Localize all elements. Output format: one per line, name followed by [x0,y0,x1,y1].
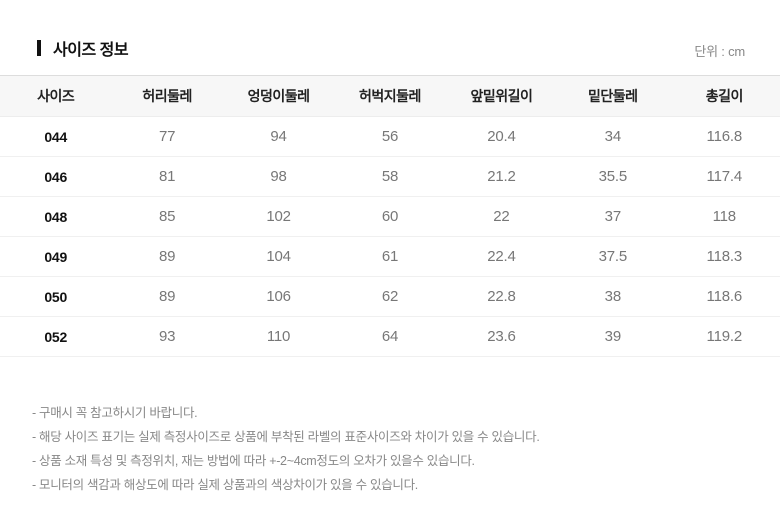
measurement-cell: 94 [222,116,335,157]
page-title: 사이즈 정보 [53,42,129,59]
measurement-cell: 61 [334,236,446,277]
measurement-cell: 118.3 [668,236,780,277]
measurement-cell: 106 [222,276,335,317]
unit-label: 단위 : cm [694,44,745,59]
measurement-cell: 37.5 [557,236,669,277]
measurement-cell: 23.6 [445,316,558,357]
size-cell: 048 [0,196,112,237]
measurement-cell: 22 [445,196,558,237]
title-accent-bar-icon [37,40,41,56]
size-table-head: 사이즈 허리둘레 엉덩이둘레 허벅지둘레 앞밑위길이 밑단둘레 총길이 [0,75,780,117]
measurement-cell: 102 [222,196,335,237]
column-header: 앞밑위길이 [445,75,558,117]
column-header: 총길이 [668,75,780,117]
notes-section: - 구매시 꼭 참고하시기 바랍니다. - 해당 사이즈 표기는 실제 측정사이… [0,401,780,497]
table-row: 050 89 106 62 22.8 38 118.6 [0,276,780,317]
measurement-cell: 104 [222,236,335,277]
table-row: 049 89 104 61 22.4 37.5 118.3 [0,236,780,277]
measurement-cell: 89 [111,236,223,277]
table-row: 048 85 102 60 22 37 118 [0,196,780,237]
note-line: - 해당 사이즈 표기는 실제 측정사이즈로 상품에 부착된 라벨의 표준사이즈… [32,430,540,444]
measurement-cell: 89 [111,276,223,317]
measurement-cell: 118 [668,196,780,237]
measurement-cell: 118.6 [668,276,780,317]
measurement-cell: 116.8 [668,116,780,157]
table-header-row: 사이즈 허리둘레 엉덩이둘레 허벅지둘레 앞밑위길이 밑단둘레 총길이 [0,75,780,117]
measurement-cell: 77 [111,116,223,157]
measurement-cell: 37 [557,196,669,237]
measurement-cell: 22.8 [445,276,558,317]
measurement-cell: 117.4 [668,156,780,197]
measurement-cell: 93 [111,316,223,357]
column-header: 허벅지둘레 [334,75,446,117]
note-line: - 모니터의 색감과 해상도에 따라 실제 상품과의 색상차이가 있을 수 있습… [32,478,418,492]
measurement-cell: 64 [334,316,446,357]
column-header: 허리둘레 [111,75,223,117]
table-row: 044 77 94 56 20.4 34 116.8 [0,116,780,157]
size-cell: 044 [0,116,112,157]
measurement-cell: 22.4 [445,236,558,277]
measurement-cell: 110 [222,316,335,357]
column-header: 사이즈 [0,75,112,117]
size-table-body: 044 77 94 56 20.4 34 116.8 046 81 98 58 21.2 35.5 117… [0,116,780,357]
column-header: 밑단둘레 [557,75,669,117]
measurement-cell: 35.5 [557,156,669,197]
table-row: 052 93 110 64 23.6 39 119.2 [0,316,780,357]
measurement-cell: 56 [334,116,446,157]
measurement-cell: 21.2 [445,156,558,197]
measurement-cell: 58 [334,156,446,197]
section-header: 사이즈 정보 단위 : cm [0,0,780,75]
title-wrap: 사이즈 정보 [37,36,129,60]
measurement-cell: 20.4 [445,116,558,157]
size-cell: 052 [0,316,112,357]
size-cell: 046 [0,156,112,197]
column-header: 엉덩이둘레 [222,75,335,117]
measurement-cell: 60 [334,196,446,237]
measurement-cell: 81 [111,156,223,197]
note-line: - 구매시 꼭 참고하시기 바랍니다. [32,406,198,420]
measurement-cell: 62 [334,276,446,317]
measurement-cell: 39 [557,316,669,357]
size-cell: 050 [0,276,112,317]
size-table: 사이즈 허리둘레 엉덩이둘레 허벅지둘레 앞밑위길이 밑단둘레 총길이 044 77 94 56 2… [0,75,780,357]
measurement-cell: 119.2 [668,316,780,357]
measurement-cell: 98 [222,156,335,197]
size-cell: 049 [0,236,112,277]
measurement-cell: 38 [557,276,669,317]
note-line: - 상품 소재 특성 및 측정위치, 재는 방법에 따라 +-2~4cm정도의 … [32,454,475,468]
table-row: 046 81 98 58 21.2 35.5 117.4 [0,156,780,197]
measurement-cell: 85 [111,196,223,237]
measurement-cell: 34 [557,116,669,157]
